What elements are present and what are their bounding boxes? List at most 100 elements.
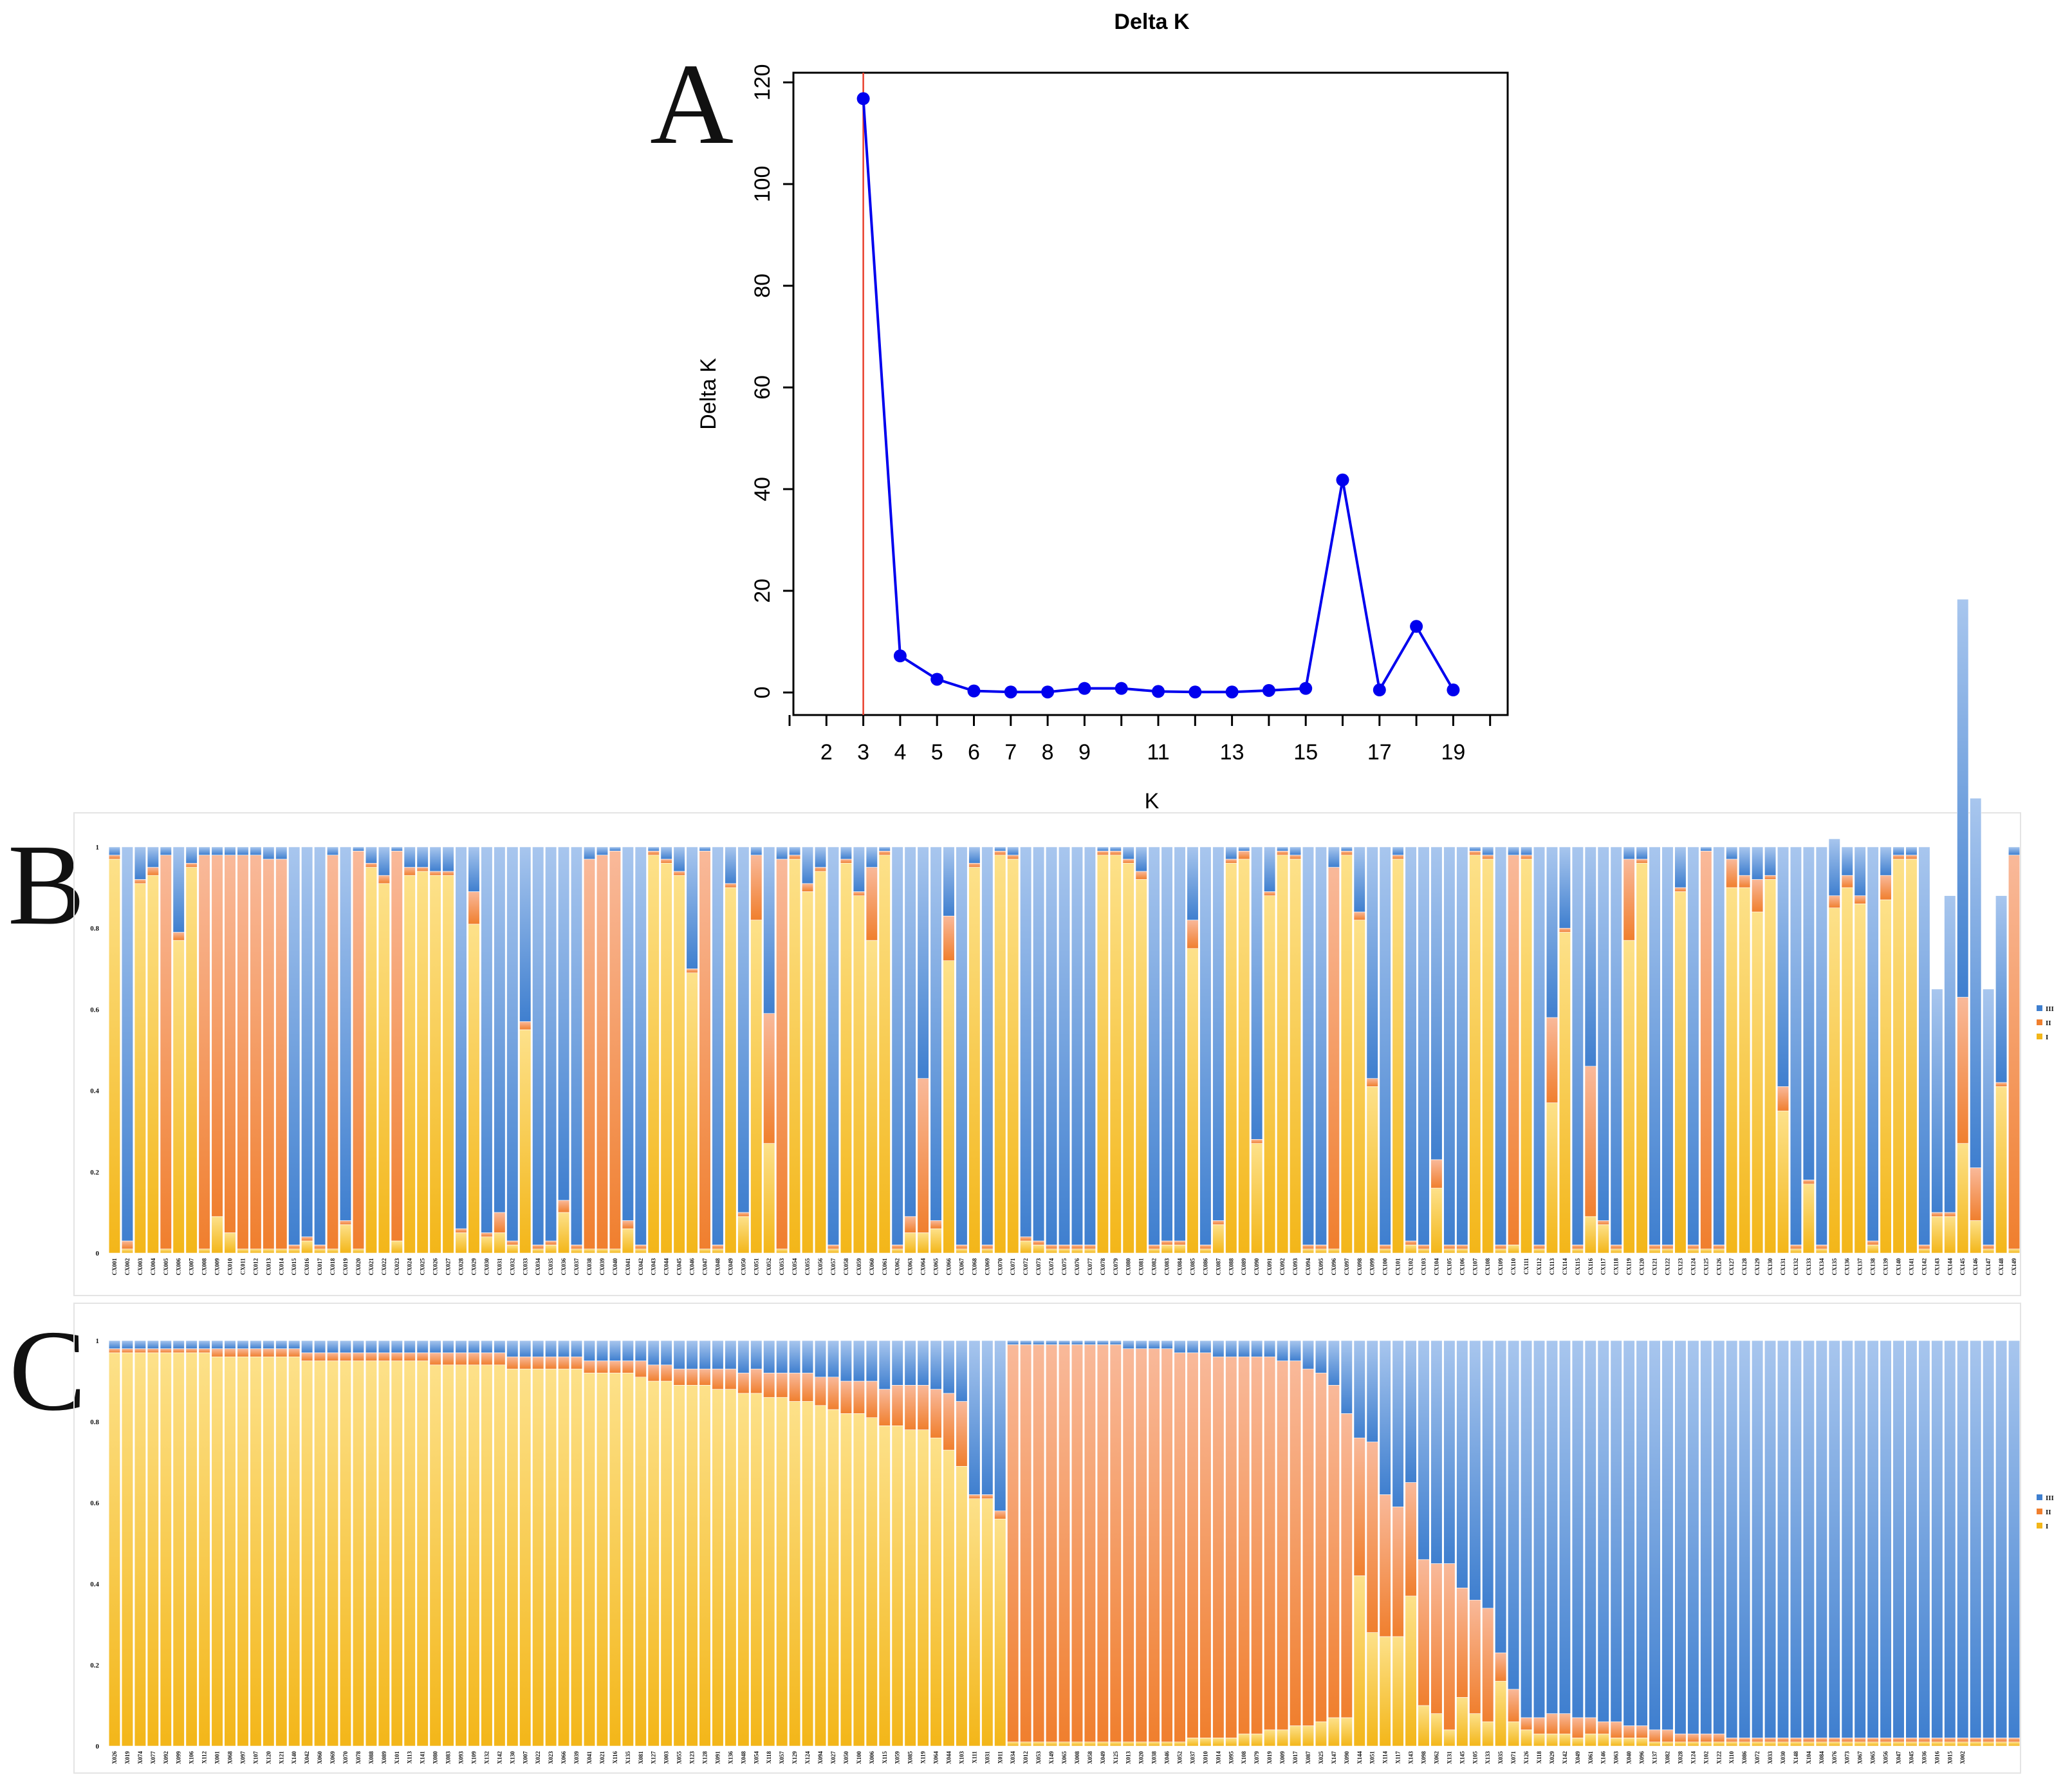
bar-segment-ii	[108, 855, 121, 860]
bar-segment-i	[1161, 1742, 1173, 1747]
bar-segment-i	[416, 1361, 429, 1747]
bar-segment-iii	[519, 846, 532, 1022]
bar-segment-i	[1752, 911, 1764, 1254]
individual-label: CX037	[573, 1258, 580, 1276]
bar-segment-iii	[326, 846, 339, 855]
bar-segment-iii	[1443, 846, 1456, 1245]
individual-label: X058	[1087, 1751, 1093, 1764]
bar-segment-i	[1199, 1249, 1212, 1254]
delta-k-point	[1041, 685, 1055, 699]
individual-label: X095	[1228, 1751, 1234, 1764]
bar-segment-i	[391, 1361, 403, 1747]
bar-segment-ii	[442, 1352, 454, 1366]
bar-segment-iii	[1379, 1340, 1391, 1495]
bar-segment-ii	[1161, 1240, 1173, 1245]
bar-segment-ii	[1033, 1240, 1045, 1245]
bar-segment-ii	[1533, 1717, 1546, 1734]
bar-segment-i	[943, 1449, 955, 1747]
bar-segment-iii	[1726, 846, 1738, 860]
individual-label: CX078	[1100, 1258, 1106, 1276]
individual-label: CX140	[1896, 1258, 1902, 1276]
bar-segment-iii	[378, 846, 390, 876]
individual-label: CX025	[420, 1258, 426, 1276]
bar-segment-iii	[1636, 1340, 1648, 1726]
bar-segment-iii	[802, 1340, 814, 1373]
bar-segment-iii	[1264, 1340, 1276, 1357]
bar-segment-ii	[840, 859, 852, 864]
bar-segment-ii	[673, 1368, 685, 1386]
bar-segment-i	[1546, 1733, 1559, 1747]
bar-segment-ii	[224, 855, 236, 1233]
bar-segment-i	[1353, 1575, 1365, 1747]
individual-label: CX087	[1215, 1258, 1221, 1276]
bar-segment-iii	[1225, 1340, 1237, 1357]
bar-segment-ii	[378, 875, 390, 884]
bar-segment-iii	[1482, 1340, 1494, 1609]
individual-label: X118	[766, 1751, 772, 1764]
individual-label: X055	[676, 1751, 683, 1764]
bar-segment-iii	[1071, 846, 1084, 1245]
individual-label: CX001	[111, 1258, 118, 1276]
bar-segment-ii	[1212, 1356, 1225, 1738]
individual-label: CX072	[1022, 1258, 1029, 1276]
bar-segment-i	[1892, 1742, 1905, 1747]
bar-segment-i	[121, 1352, 133, 1747]
bar-segment-ii	[776, 1373, 788, 1398]
individual-label: X121	[278, 1751, 284, 1764]
bar-segment-i	[968, 1498, 981, 1747]
bar-segment-ii	[1096, 1344, 1109, 1743]
individual-label: X085	[907, 1751, 914, 1764]
delta-k-point	[1004, 685, 1017, 699]
individual-label: X031	[984, 1751, 990, 1764]
individual-label: X014	[1215, 1751, 1221, 1764]
bar-segment-ii	[1007, 1344, 1019, 1743]
bar-segment-iii	[1752, 846, 1764, 880]
bar-segment-ii	[609, 851, 621, 1249]
bar-segment-ii	[827, 1245, 840, 1249]
bar-segment-ii	[1238, 851, 1250, 860]
individual-label: CX029	[470, 1258, 477, 1276]
y-tick-label: 60	[750, 375, 775, 400]
bar-segment-ii	[776, 859, 788, 1249]
bar-segment-i	[802, 891, 814, 1254]
individual-label: CX033	[522, 1258, 528, 1276]
individual-label: CX049	[727, 1258, 734, 1276]
bar-segment-i	[1020, 1240, 1032, 1254]
bar-segment-iii	[1315, 1340, 1327, 1373]
bar-segment-iii	[930, 1340, 942, 1389]
bar-segment-ii	[352, 851, 365, 1249]
bar-segment-iii	[1649, 846, 1661, 1245]
bar-segment-iii	[968, 846, 981, 864]
bar-segment-iii	[1546, 846, 1559, 1018]
individual-label: X037	[1189, 1751, 1196, 1764]
bar-segment-i	[1726, 1742, 1738, 1747]
bar-segment-ii	[1674, 1733, 1687, 1743]
individual-label: CX100	[1382, 1258, 1389, 1276]
bar-segment-ii	[1264, 891, 1276, 897]
individual-label: CX096	[1331, 1258, 1337, 1276]
bar-segment-i	[1970, 1220, 1982, 1254]
bar-segment-iii	[1340, 846, 1353, 851]
bar-segment-i	[185, 867, 198, 1254]
bar-segment-iii	[1109, 846, 1122, 851]
bar-segment-ii	[1546, 1017, 1559, 1103]
bar-segment-iii	[1931, 989, 1943, 1213]
individual-label: CX059	[856, 1258, 862, 1276]
individual-label: X125	[1113, 1751, 1119, 1764]
bar-segment-iii	[365, 846, 377, 864]
individual-label: X027	[830, 1751, 837, 1764]
bar-segment-i	[994, 855, 1006, 1254]
bar-segment-iii	[1841, 846, 1853, 876]
bar-segment-iii	[1726, 1340, 1738, 1738]
bar-segment-ii	[1892, 855, 1905, 860]
individual-label: CX119	[1626, 1258, 1633, 1276]
bar-segment-ii	[660, 859, 672, 864]
bar-segment-iii	[1841, 1340, 1853, 1738]
bar-segment-ii	[1520, 855, 1533, 860]
bar-segment-i	[699, 1249, 711, 1254]
bar-segment-iii	[1353, 846, 1365, 913]
bar-segment-ii	[725, 1368, 737, 1389]
bar-segment-ii	[660, 1364, 672, 1382]
bar-segment-i	[1905, 859, 1918, 1254]
bar-segment-i	[263, 1356, 275, 1747]
